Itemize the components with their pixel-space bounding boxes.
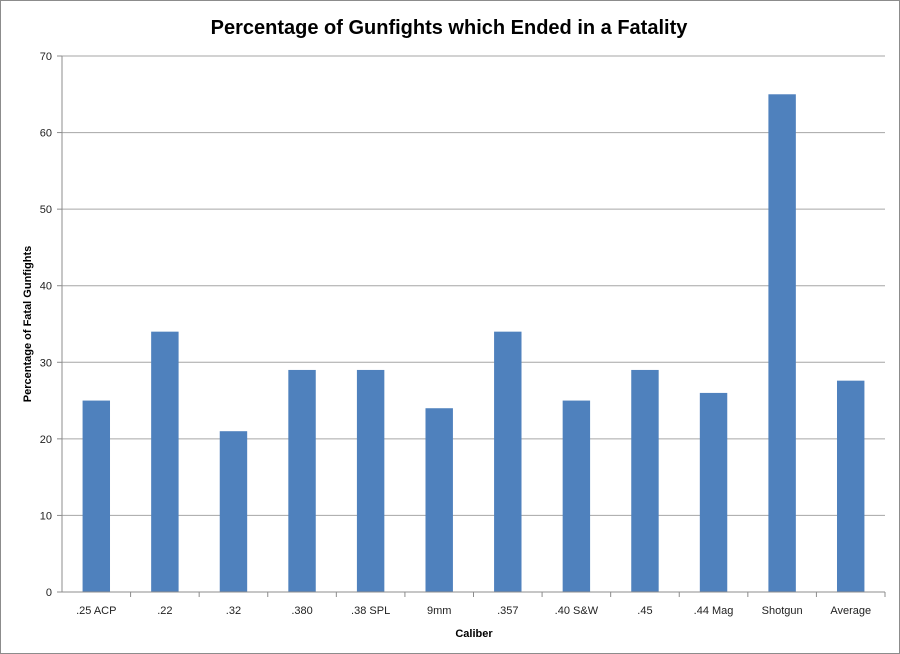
x-tick-label: .45	[637, 605, 652, 617]
x-tick-label: .25 ACP	[76, 605, 116, 617]
bar	[356, 369, 385, 592]
bar	[562, 400, 591, 592]
gridlines	[57, 55, 885, 593]
y-tick-label: 70	[40, 51, 52, 63]
bar	[494, 331, 522, 592]
x-tick-label: .32	[226, 605, 241, 617]
x-tick-label: .40 S&W	[555, 605, 599, 617]
bar	[836, 380, 865, 592]
y-axis-label: Percentage of Fatal Gunfights	[22, 246, 34, 402]
x-tick-label: .380	[291, 605, 312, 617]
bar	[631, 369, 659, 592]
y-tick-label: 30	[40, 357, 52, 369]
x-tick-label: Shotgun	[762, 605, 803, 617]
x-tick-label: .44 Mag	[694, 605, 734, 617]
bar	[768, 94, 796, 593]
x-tick-label: Average	[830, 605, 871, 617]
y-tick-label: 50	[40, 204, 52, 216]
y-tick-label: 40	[40, 281, 52, 293]
y-tick-label: 60	[40, 128, 52, 140]
chart-title: Percentage of Gunfights which Ended in a…	[211, 17, 689, 39]
x-tick-label: .22	[157, 605, 172, 617]
y-tick-label: 0	[46, 587, 52, 599]
bar	[151, 331, 179, 592]
x-axis-label: Caliber	[455, 628, 493, 640]
x-tick-label: .38 SPL	[351, 605, 390, 617]
bars	[82, 94, 865, 593]
x-tick-label: 9mm	[427, 605, 451, 617]
y-tick-labels: 0 10 20 30 40 50 60 70	[40, 51, 52, 599]
bar	[699, 392, 728, 592]
bar	[82, 400, 111, 592]
bar	[219, 431, 248, 592]
x-tick-label: .357	[497, 605, 518, 617]
x-tick-labels: .25 ACP .22 .32 .380 .38 SPL 9mm .357 .40 S&W .4…	[76, 592, 886, 617]
y-tick-label: 20	[40, 434, 52, 446]
bar	[425, 408, 453, 592]
bar	[288, 369, 316, 592]
y-tick-label: 10	[40, 510, 52, 522]
